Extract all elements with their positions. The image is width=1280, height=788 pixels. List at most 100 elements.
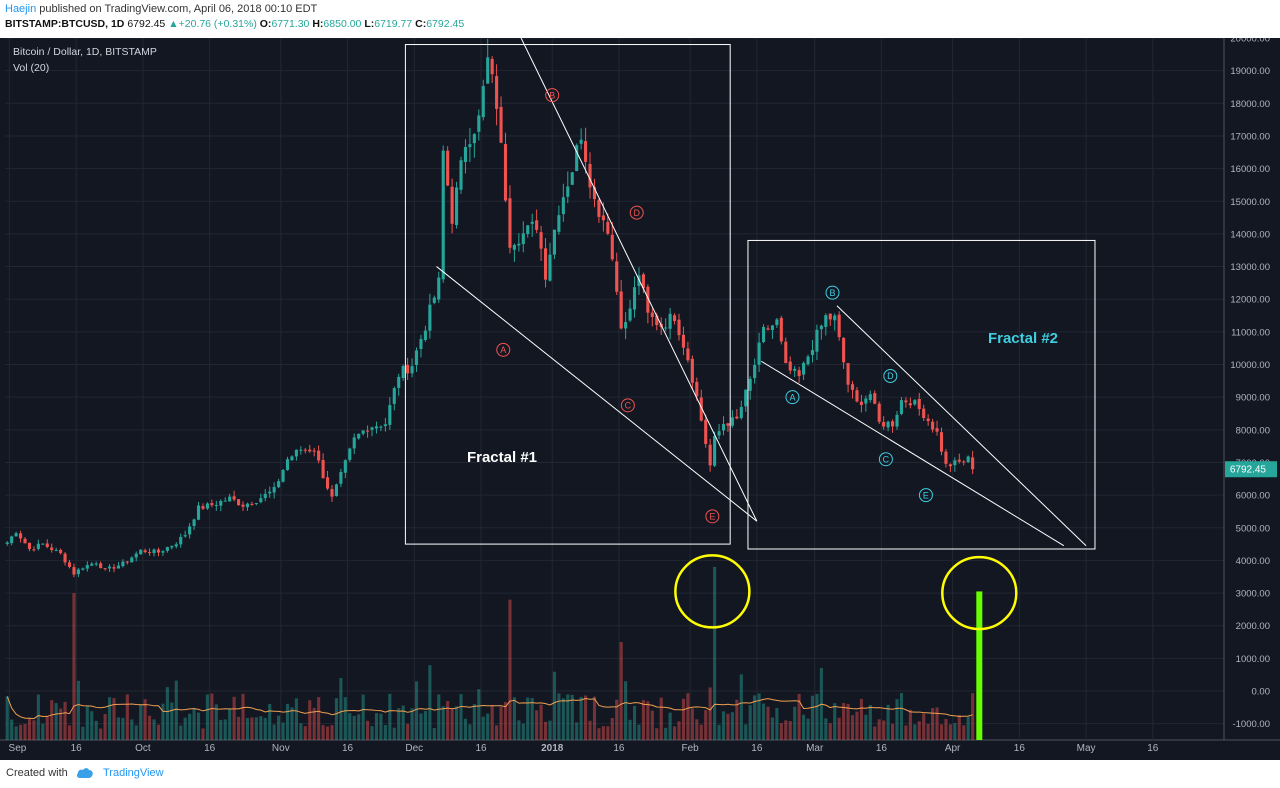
candle-body: [646, 286, 650, 313]
fractal1-wave-circle: [629, 205, 644, 220]
high-value: 6850.00: [323, 18, 362, 30]
created-with-text: Created with: [6, 767, 68, 779]
candle-body: [757, 342, 761, 365]
volume-bar: [90, 711, 94, 740]
candle-body: [401, 365, 405, 378]
volume-bar: [944, 719, 948, 740]
candle-body: [868, 394, 872, 400]
chart-legend-title: Bitcoin / Dollar, 1D, BITSTAMP: [13, 46, 157, 58]
volume-bar: [486, 713, 490, 740]
volume-bar: [277, 715, 281, 740]
candle-body: [308, 449, 312, 452]
volume-bar: [23, 724, 27, 740]
time-tick-label: 16: [1147, 743, 1159, 754]
tradingview-brand-link[interactable]: TradingView: [103, 767, 164, 779]
volume-bar: [455, 706, 459, 740]
volume-bar: [188, 713, 192, 740]
volume-bar: [281, 722, 285, 740]
time-tick-label: Dec: [405, 743, 423, 754]
volume-bar: [766, 706, 770, 740]
chart-area[interactable]: 20000.00 19000.00 18000.00 17000.00 16000.00…: [0, 34, 1280, 760]
candle-body: [913, 400, 917, 405]
fractal2-title: Fractal #2: [988, 330, 1058, 347]
candle-body: [495, 76, 499, 109]
candle-body: [686, 348, 690, 361]
price-chart[interactable]: 20000.00 19000.00 18000.00 17000.00 16000.00…: [0, 34, 1280, 760]
time-tick-label: 16: [71, 743, 83, 754]
volume-bar: [815, 693, 819, 740]
volume-bar: [632, 705, 637, 740]
volume-bar: [232, 696, 236, 740]
volume-bar: [361, 694, 365, 740]
volume-bar: [628, 719, 632, 740]
time-tick-label: 2018: [541, 743, 564, 754]
candle-body: [134, 553, 138, 558]
candle-body: [886, 421, 890, 428]
candle-body: [210, 503, 214, 506]
candle-body: [935, 428, 939, 432]
candle-body: [748, 378, 752, 391]
volume-bar: [842, 702, 846, 740]
volume-bar: [828, 723, 832, 740]
fractal2-wave-circle: [825, 285, 840, 300]
volume-bar: [686, 693, 690, 740]
candle-body: [459, 160, 463, 190]
volume-bar: [517, 720, 521, 740]
volume-bar: [72, 593, 76, 740]
candle-body: [27, 542, 32, 549]
candle-body: [922, 408, 926, 419]
candle-body: [962, 461, 966, 463]
volume-bar: [428, 665, 432, 740]
volume-bar: [499, 706, 503, 740]
volume-bar: [681, 698, 686, 740]
candle-body: [165, 547, 169, 551]
fractal2-wave-label: B: [829, 288, 835, 298]
candle-body: [481, 86, 485, 118]
price-tick-label: 13000.00: [1230, 262, 1270, 273]
candle-body: [873, 393, 877, 404]
candle-body: [152, 549, 156, 554]
volume-bar: [659, 697, 663, 740]
candle-body: [254, 503, 258, 505]
volume-bar: [245, 717, 250, 740]
volume-bar: [788, 721, 792, 740]
candle-body: [317, 450, 321, 461]
price-tick-label: 11000.00: [1231, 327, 1270, 338]
volume-bar: [641, 700, 645, 740]
time-tick-label: Feb: [682, 743, 700, 754]
candle-body: [517, 243, 521, 246]
volume-bar: [205, 694, 209, 740]
volume-bar: [414, 681, 419, 740]
candle-body: [926, 418, 930, 422]
volume-bar: [503, 702, 508, 740]
candle-body: [824, 315, 828, 327]
volume-bar: [922, 713, 926, 740]
volume-bar: [935, 707, 939, 740]
candle-body: [610, 234, 614, 260]
candle-body: [624, 322, 628, 329]
volume-bar: [717, 724, 721, 740]
candle-body: [877, 403, 881, 422]
volume-bar: [179, 725, 183, 740]
last-price-tag: [1225, 461, 1277, 478]
chart-legend-volume: Vol (20): [13, 62, 49, 74]
price-tick-label: 15000.00: [1230, 197, 1270, 208]
volume-bar: [357, 714, 361, 740]
candle-body: [664, 327, 668, 329]
fractal1-wave-circle: [496, 342, 511, 357]
volume-bar: [343, 697, 347, 740]
volume-bar: [32, 720, 36, 740]
candle-body: [410, 366, 414, 374]
volume-bar: [730, 712, 734, 740]
candle-body: [383, 424, 387, 427]
candle-body: [566, 186, 570, 197]
candle-body: [503, 144, 508, 201]
candle-body: [179, 536, 183, 545]
volume-bar: [432, 728, 436, 740]
candle-body: [802, 362, 806, 375]
volume-bar: [330, 725, 334, 740]
author-link[interactable]: Haejin: [5, 3, 37, 15]
fractal2-box: [747, 239, 1096, 550]
volume-bar: [410, 708, 414, 740]
volume-bar: [543, 721, 548, 740]
